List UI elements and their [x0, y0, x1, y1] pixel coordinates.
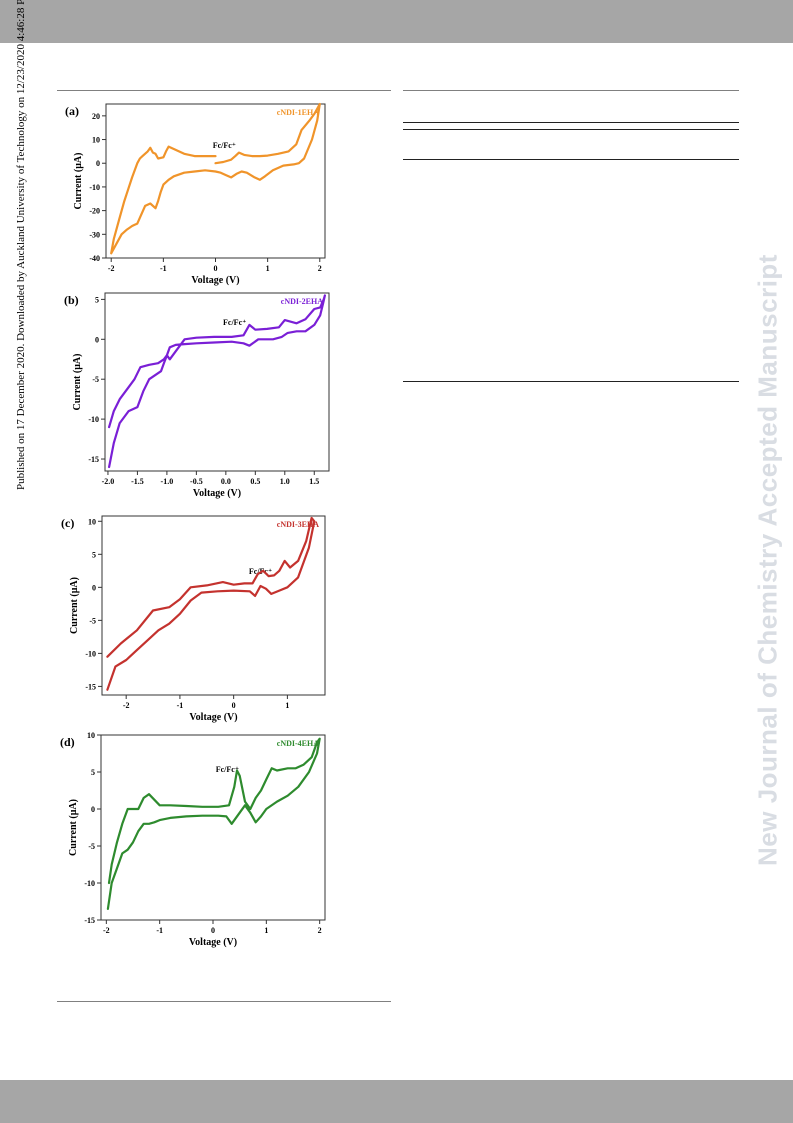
x-tick-label: 1: [264, 926, 268, 935]
y-tick-label: 10: [87, 731, 95, 740]
y-tick-label: -10: [85, 649, 96, 658]
x-tick-label: 1: [266, 264, 270, 273]
x-tick-label: 0: [232, 701, 236, 710]
x-tick-label: 0: [214, 264, 218, 273]
panel-label: (d): [60, 735, 75, 749]
fc-reference-label: Fc/Fc⁺: [213, 141, 236, 150]
y-tick-label: -10: [84, 879, 95, 888]
x-tick-label: 2: [318, 264, 322, 273]
y-tick-label: 0: [92, 583, 96, 592]
x-tick-label: -1: [156, 926, 163, 935]
y-axis-label: Current (μA): [72, 354, 83, 411]
cv-curve: [106, 516, 316, 691]
cv-panel-b: -2.0 -1.5 -1.0 -0.5 0.0 0.5 1.0 1.5 5 0 -5 -10 -15 Vo…: [64, 292, 330, 499]
series-label: cNDI-1EHA: [277, 108, 319, 117]
y-axis-label: Current (μA): [68, 799, 79, 856]
y-tick-label: -10: [89, 183, 100, 192]
x-tick-label: 0: [211, 926, 215, 935]
x-tick-label: -2: [123, 701, 130, 710]
table-rule-2: [403, 129, 739, 130]
x-axis-label: Voltage (V): [189, 937, 237, 948]
y-tick-label: 0: [95, 335, 99, 344]
x-tick-label: 1: [285, 701, 289, 710]
y-tick-label: 0: [96, 159, 100, 168]
x-tick-label: -1.5: [131, 477, 144, 486]
fc-reference-label: Fc/Fc⁺: [216, 765, 239, 774]
panel-label: (c): [61, 516, 74, 530]
y-tick-label: 10: [88, 517, 96, 526]
y-tick-label: 5: [95, 295, 99, 304]
y-tick-label: 5: [91, 768, 95, 777]
y-axis-label: Current (μA): [73, 153, 84, 210]
fc-reference-label: Fc/Fc⁺: [223, 318, 246, 327]
x-tick-label: -2.0: [102, 477, 115, 486]
y-tick-label: -15: [84, 916, 95, 925]
plot-frame: [104, 292, 330, 472]
x-tick-label: -0.5: [190, 477, 203, 486]
table-rule-3: [403, 159, 739, 160]
y-tick-label: -5: [89, 616, 96, 625]
cv-curve: [108, 294, 326, 469]
series-label: cNDI-4EHA: [277, 739, 319, 748]
x-tick-label: 1.5: [309, 477, 319, 486]
x-tick-label: 2: [318, 926, 322, 935]
series-label: cNDI-3EHA: [277, 520, 319, 529]
journal-watermark: New Journal of Chemistry Accepted Manusc…: [752, 254, 783, 866]
x-axis-label: Voltage (V): [193, 488, 241, 499]
plot-frame: [101, 515, 326, 696]
x-tick-label: -1: [160, 264, 167, 273]
publication-note: Published on 17 December 2020. Downloade…: [15, 0, 27, 490]
x-tick-label: -1.0: [161, 477, 174, 486]
panel-label: (b): [64, 293, 79, 307]
header-bar: [0, 0, 793, 43]
plot-frame: [105, 103, 326, 259]
table-rule-4: [403, 381, 739, 382]
footer-bar: [0, 1080, 793, 1123]
y-tick-label: -20: [89, 207, 100, 216]
y-tick-label: 10: [92, 136, 100, 145]
y-tick-label: -15: [85, 682, 96, 691]
cv-curve: [110, 102, 321, 255]
y-tick-label: 20: [92, 112, 100, 121]
table-rule-1: [403, 122, 739, 123]
plot-frame: [100, 734, 326, 921]
y-tick-label: -5: [92, 375, 99, 384]
left-bottom-rule: [57, 1001, 391, 1002]
y-axis-label: Current (μA): [69, 577, 80, 634]
x-axis-label: Voltage (V): [189, 712, 237, 723]
y-tick-label: -40: [89, 254, 100, 263]
x-tick-label: -1: [177, 701, 184, 710]
y-tick-label: 0: [91, 805, 95, 814]
y-tick-label: -10: [88, 415, 99, 424]
y-tick-label: -5: [88, 842, 95, 851]
y-tick-label: -15: [88, 455, 99, 464]
x-axis-label: Voltage (V): [191, 275, 239, 286]
x-tick-label: -2: [108, 264, 115, 273]
panel-label: (a): [65, 104, 79, 118]
x-tick-label: 0.5: [250, 477, 260, 486]
y-tick-label: 5: [92, 550, 96, 559]
left-top-rule: [57, 90, 391, 91]
x-tick-label: -2: [103, 926, 110, 935]
x-tick-label: 1.0: [280, 477, 290, 486]
cv-curve: [106, 737, 321, 910]
x-tick-label: 0.0: [221, 477, 231, 486]
right-top-rule: [403, 90, 739, 91]
series-label: cNDI-2EHA: [281, 297, 323, 306]
y-tick-label: -30: [89, 230, 100, 239]
